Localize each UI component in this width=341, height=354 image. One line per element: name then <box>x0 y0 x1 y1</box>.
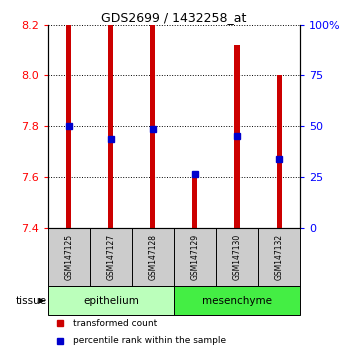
Text: GSM147128: GSM147128 <box>148 234 158 280</box>
Bar <box>174 286 300 315</box>
Text: GSM147125: GSM147125 <box>64 234 73 280</box>
Text: tissue: tissue <box>16 296 47 306</box>
Bar <box>150 25 155 228</box>
Bar <box>48 286 174 315</box>
Text: GSM147129: GSM147129 <box>190 234 199 280</box>
Text: mesenchyme: mesenchyme <box>202 296 272 306</box>
Bar <box>235 45 239 228</box>
Text: GSM147130: GSM147130 <box>233 234 241 280</box>
Text: GSM147127: GSM147127 <box>106 234 115 280</box>
Bar <box>108 25 113 228</box>
Bar <box>192 172 197 228</box>
Bar <box>277 75 282 228</box>
Title: GDS2699 / 1432258_at: GDS2699 / 1432258_at <box>101 11 247 24</box>
Text: transformed count: transformed count <box>73 319 157 328</box>
Bar <box>66 25 71 228</box>
Text: epithelium: epithelium <box>83 296 139 306</box>
Text: GSM147132: GSM147132 <box>275 234 284 280</box>
Text: percentile rank within the sample: percentile rank within the sample <box>73 336 226 345</box>
